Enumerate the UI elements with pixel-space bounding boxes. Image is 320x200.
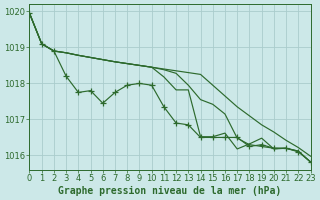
X-axis label: Graphe pression niveau de la mer (hPa): Graphe pression niveau de la mer (hPa) [58,186,282,196]
